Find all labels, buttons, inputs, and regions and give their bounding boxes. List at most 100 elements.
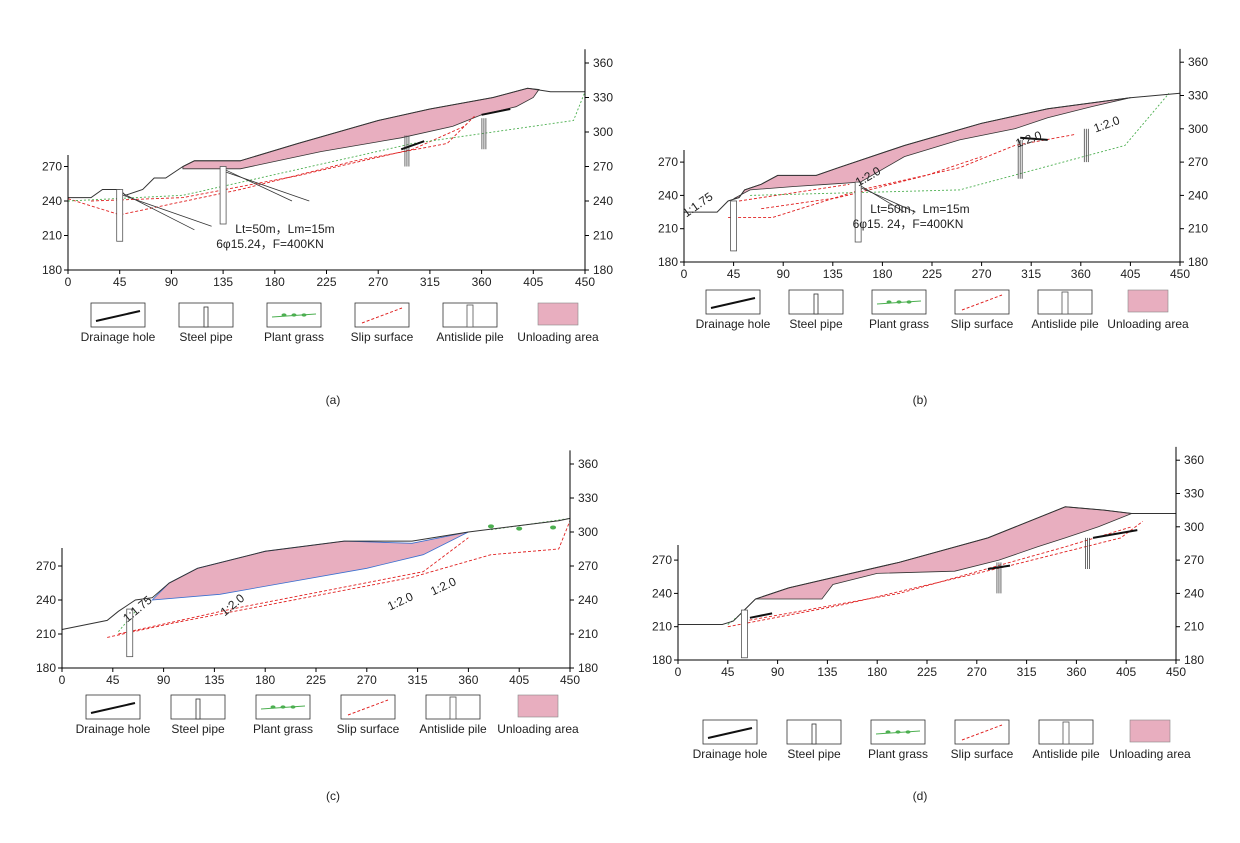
legend-label: Drainage hole <box>696 317 771 331</box>
antislide-pile <box>730 200 737 252</box>
left-tick-label: 270 <box>658 155 678 169</box>
x-tick-label: 135 <box>204 673 224 687</box>
left-tick-label: 180 <box>42 263 62 277</box>
legend-label: Unloading area <box>1107 317 1189 331</box>
left-tick-label: 210 <box>42 229 62 243</box>
x-tick-label: 135 <box>823 267 843 281</box>
right-tick-label: 360 <box>578 457 598 471</box>
right-tick-label: 270 <box>1188 155 1208 169</box>
x-tick-label: 225 <box>917 665 937 679</box>
annotation: 1:2.0 <box>1014 128 1044 150</box>
legend-label: Steel pipe <box>171 722 225 736</box>
right-tick-label: 240 <box>1184 586 1204 600</box>
left-tick-label: 180 <box>652 653 672 667</box>
annotation: Lt=50m，Lm=15m <box>870 202 969 216</box>
drainage-hole <box>481 108 511 116</box>
legend-label: Antislide pile <box>1032 747 1100 761</box>
legend-icon <box>291 313 297 317</box>
unloading-area <box>733 97 1131 200</box>
x-tick-label: 90 <box>777 267 791 281</box>
annotation: 1:2.0 <box>218 591 248 619</box>
right-tick-label: 300 <box>1188 122 1208 136</box>
right-tick-label: 240 <box>593 194 613 208</box>
left-tick-label: 180 <box>36 661 56 675</box>
legend-label: Steel pipe <box>789 317 843 331</box>
right-tick-label: 180 <box>593 263 613 277</box>
caption: (d) <box>913 789 928 803</box>
slip-surface <box>728 133 1076 219</box>
slip-surface <box>744 526 1132 622</box>
panel: 0 45 90 135 180 225 270 315 360 405 45018021024027… <box>42 49 613 407</box>
legend-icon <box>811 723 817 745</box>
drainage-hole <box>1020 136 1048 141</box>
x-tick-label: 45 <box>106 673 120 687</box>
x-tick-label: 270 <box>972 267 992 281</box>
right-tick-label: 210 <box>593 229 613 243</box>
x-tick-label: 225 <box>922 267 942 281</box>
annotation: 1:2.0 <box>1092 113 1122 135</box>
legend-box <box>340 694 396 720</box>
x-tick-label: 0 <box>681 267 688 281</box>
drainage-hole <box>1092 529 1138 539</box>
left-tick-label: 240 <box>42 194 62 208</box>
x-tick-label: 450 <box>1170 267 1190 281</box>
x-tick-label: 135 <box>213 275 233 289</box>
left-tick-label: 210 <box>36 627 56 641</box>
slip-surface <box>90 125 465 202</box>
left-tick-label: 270 <box>652 553 672 567</box>
legend-icon <box>195 698 201 720</box>
anchor <box>119 193 212 227</box>
legend-label: Slip surface <box>951 317 1014 331</box>
legend-label: Antislide pile <box>436 330 504 344</box>
left-tick-label: 270 <box>36 559 56 573</box>
legend-icon <box>361 307 403 324</box>
legend-icon <box>886 300 892 304</box>
slip-surface <box>118 537 469 635</box>
legend-label: Slip surface <box>337 722 400 736</box>
legend-label: Plant grass <box>264 330 324 344</box>
legend-label: Plant grass <box>868 747 928 761</box>
ground-profile <box>678 506 1176 625</box>
x-tick-label: 405 <box>509 673 529 687</box>
x-tick-label: 315 <box>1021 267 1041 281</box>
x-tick-label: 45 <box>113 275 127 289</box>
x-tick-label: 405 <box>1120 267 1140 281</box>
x-tick-label: 315 <box>1017 665 1037 679</box>
caption: (a) <box>326 393 341 407</box>
legend-icon <box>203 306 209 328</box>
drainage-hole <box>400 140 425 151</box>
x-tick-label: 0 <box>65 275 72 289</box>
unloading-area <box>744 506 1132 611</box>
x-tick-label: 90 <box>165 275 179 289</box>
x-tick-label: 270 <box>967 665 987 679</box>
legend-icon <box>301 313 307 317</box>
slip-surface <box>67 114 477 216</box>
legend-icon <box>813 293 819 315</box>
legend-icon <box>1062 721 1070 745</box>
left-tick-label: 210 <box>658 222 678 236</box>
legend-icon <box>95 310 141 322</box>
legend-icon <box>449 696 457 720</box>
x-tick-label: 45 <box>721 665 735 679</box>
right-tick-label: 330 <box>1188 89 1208 103</box>
x-tick-label: 315 <box>408 673 428 687</box>
legend-icon <box>895 730 901 734</box>
legend-label: Slip surface <box>351 330 414 344</box>
legend-label: Steel pipe <box>787 747 841 761</box>
right-tick-label: 360 <box>1188 55 1208 69</box>
right-tick-label: 300 <box>578 525 598 539</box>
annotation: 1:1.75 <box>680 189 716 220</box>
right-tick-label: 180 <box>578 661 598 675</box>
annotation: 6φ15. 24，F=400KN <box>853 217 964 231</box>
antislide-pile <box>741 609 748 659</box>
caption: (b) <box>913 393 928 407</box>
right-tick-label: 210 <box>1188 222 1208 236</box>
legend-label: Drainage hole <box>76 722 151 736</box>
legend-label: Steel pipe <box>179 330 233 344</box>
left-tick-label: 240 <box>36 593 56 607</box>
right-tick-label: 270 <box>593 160 613 174</box>
drainage-hole <box>749 612 773 619</box>
x-tick-label: 45 <box>727 267 741 281</box>
plant-grass <box>550 525 557 530</box>
legend-label: Unloading area <box>1109 747 1191 761</box>
